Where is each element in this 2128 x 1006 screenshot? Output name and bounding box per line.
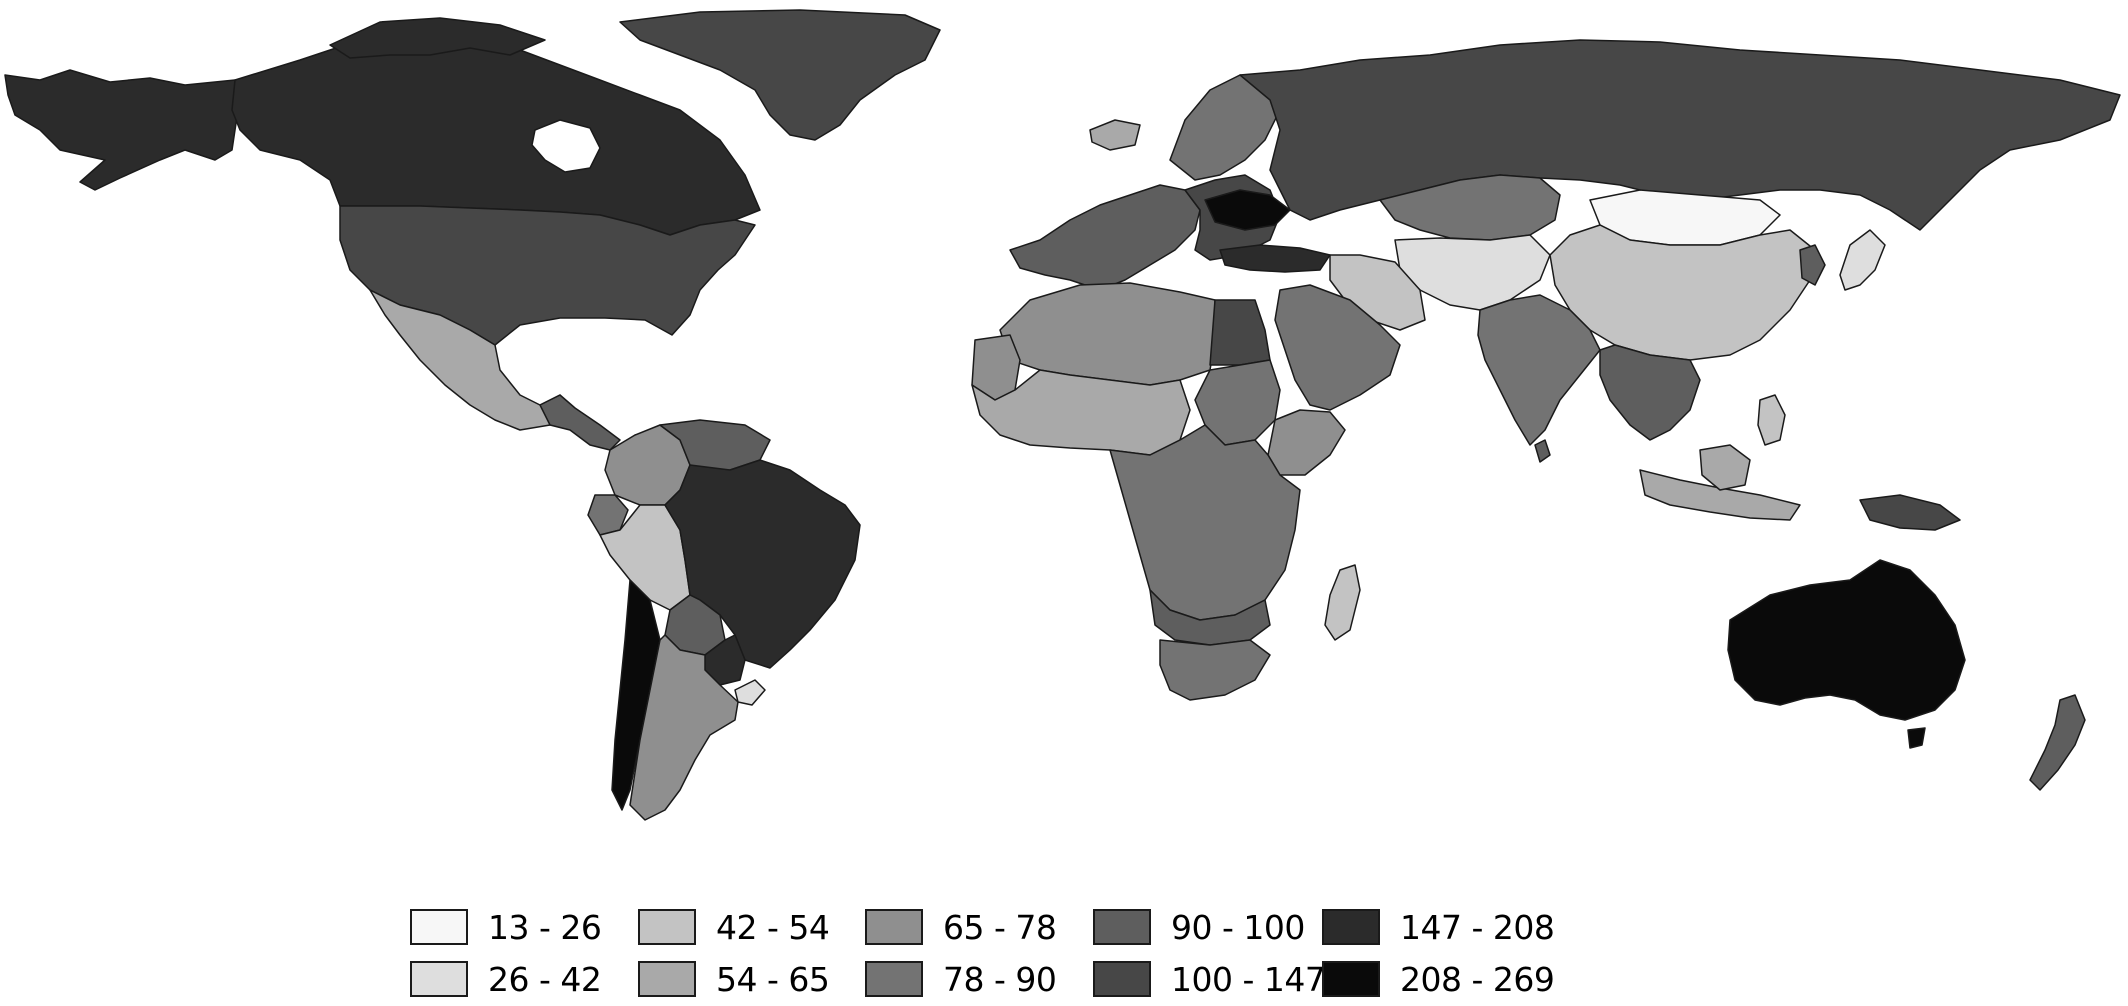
legend-item: 100 - 147: [1093, 957, 1326, 1001]
legend-swatch: [638, 909, 696, 945]
legend-swatch: [865, 909, 923, 945]
region-new-zealand: [2029, 694, 2086, 791]
region-central-america: [539, 394, 621, 451]
region-western-europe: [1009, 184, 1201, 291]
region-ukraine: [1204, 189, 1291, 231]
region-ethiopia: [1267, 409, 1346, 476]
region-borneo: [1699, 444, 1751, 491]
legend-item: 147 - 208: [1322, 905, 1555, 949]
legend-swatch: [865, 961, 923, 997]
region-canada: [231, 29, 761, 236]
legend-item: 26 - 42: [410, 957, 602, 1001]
legend-label: 100 - 147: [1171, 959, 1326, 999]
legend-label: 54 - 65: [716, 959, 830, 999]
legend-swatch: [410, 961, 468, 997]
region-china: [1549, 224, 1816, 361]
region-egypt: [1209, 299, 1271, 366]
legend-label: 208 - 269: [1400, 959, 1555, 999]
region-central-east-africa: [1109, 424, 1301, 621]
region-arabian-peninsula: [1274, 284, 1401, 411]
legend-item: 78 - 90: [865, 957, 1057, 1001]
region-south-africa: [1159, 639, 1271, 701]
legend-label: 13 - 26: [488, 907, 602, 947]
region-papua-new-guinea: [1859, 494, 1961, 531]
region-brazil: [664, 459, 861, 669]
legend-label: 147 - 208: [1400, 907, 1555, 947]
legend-label: 42 - 54: [716, 907, 830, 947]
legend-item: 65 - 78: [865, 905, 1057, 949]
region-southern-africa: [1149, 589, 1271, 646]
region-greenland: [619, 9, 941, 141]
region-indonesia: [1639, 469, 1801, 521]
region-iceland: [1089, 119, 1141, 151]
region-madagascar: [1324, 564, 1361, 641]
legend-swatch: [1322, 909, 1380, 945]
legend-swatch: [410, 909, 468, 945]
region-chile: [611, 579, 661, 811]
region-india: [1477, 294, 1601, 446]
legend-item: 13 - 26: [410, 905, 602, 949]
map-legend: 13 - 26 26 - 42 42 - 54 54 - 65 65 - 78 78 - …: [410, 905, 1570, 1005]
region-west-africa: [971, 369, 1191, 456]
region-uruguay: [734, 679, 766, 706]
region-iran: [1329, 254, 1426, 331]
region-canada-hudson-bay: [531, 119, 601, 173]
region-turkey: [1219, 244, 1331, 273]
region-kazakhstan: [1379, 174, 1561, 241]
region-sri-lanka: [1534, 439, 1551, 463]
legend-label: 78 - 90: [943, 959, 1057, 999]
legend-label: 65 - 78: [943, 907, 1057, 947]
legend-item: 42 - 54: [638, 905, 830, 949]
legend-swatch: [1322, 961, 1380, 997]
region-north-africa: [999, 282, 1216, 386]
legend-item: 90 - 100: [1093, 905, 1305, 949]
legend-label: 90 - 100: [1171, 907, 1305, 947]
region-canada-arctic-islands: [329, 17, 546, 59]
region-korea: [1799, 244, 1826, 286]
region-argentina: [629, 634, 739, 821]
legend-swatch: [638, 961, 696, 997]
legend-label: 26 - 42: [488, 959, 602, 999]
legend-swatch: [1093, 909, 1151, 945]
region-philippines: [1757, 394, 1786, 446]
legend-item: 54 - 65: [638, 957, 830, 1001]
region-russia: [1239, 39, 2121, 231]
region-sudan: [1194, 359, 1281, 446]
region-southeast-asia: [1599, 344, 1701, 441]
region-japan: [1839, 229, 1886, 291]
region-alaska: [4, 69, 239, 191]
region-tasmania: [1907, 727, 1926, 749]
legend-swatch: [1093, 961, 1151, 997]
region-australia: [1727, 559, 1966, 721]
legend-item: 208 - 269: [1322, 957, 1555, 1001]
world-map: [4, 9, 2121, 821]
